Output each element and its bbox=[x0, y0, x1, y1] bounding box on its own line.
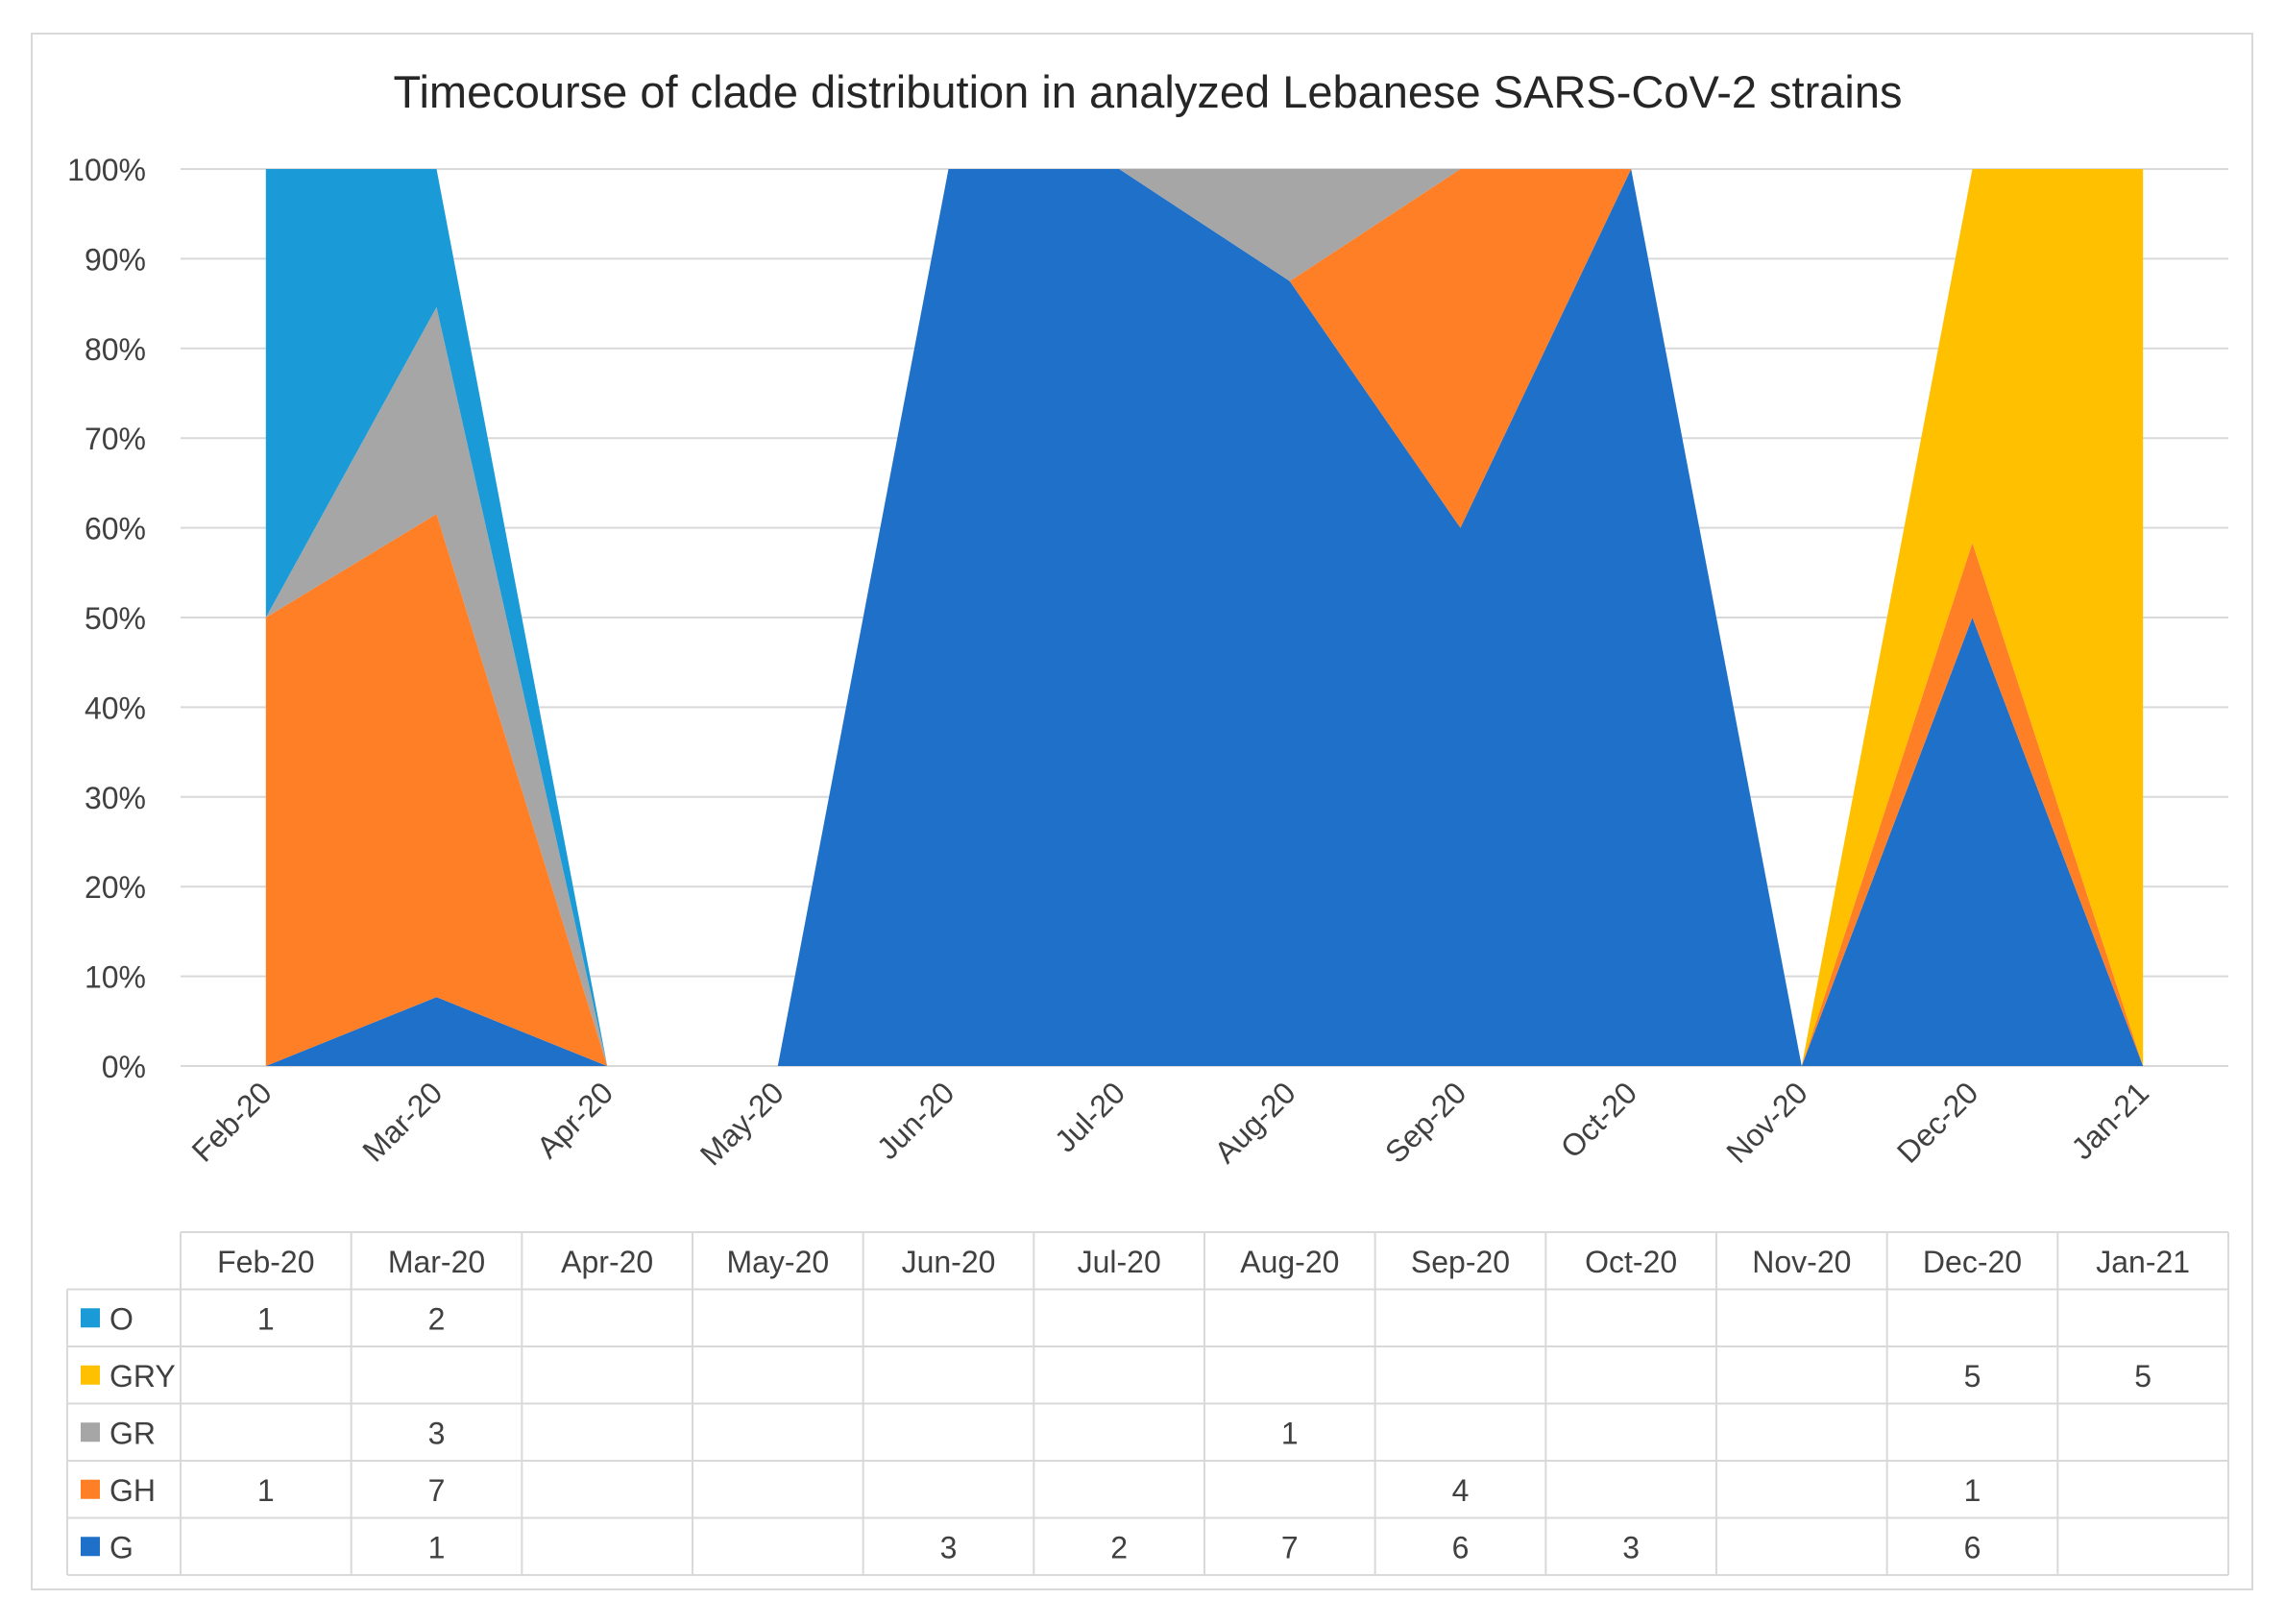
area-gry bbox=[777, 169, 2144, 1066]
table-header-cell: Oct-20 bbox=[1585, 1245, 1677, 1279]
x-tick-label: Dec-20 bbox=[1890, 1075, 1984, 1169]
y-tick-label: 100% bbox=[67, 153, 146, 187]
table-value-cell: 2 bbox=[1110, 1530, 1128, 1564]
table-value-cell: 1 bbox=[257, 1473, 275, 1508]
table-header-cell: Jul-20 bbox=[1078, 1245, 1161, 1279]
x-tick-label: Mar-20 bbox=[355, 1075, 449, 1168]
legend-label: GH bbox=[109, 1473, 156, 1508]
table-header-cell: Dec-20 bbox=[1923, 1245, 2022, 1279]
legend-swatch-gr bbox=[81, 1422, 100, 1442]
table-value-cell: 4 bbox=[1452, 1473, 1470, 1508]
chart-title: Timecourse of clade distribution in anal… bbox=[394, 66, 1903, 117]
table-header-cell: Apr-20 bbox=[561, 1245, 653, 1279]
table-header-cell: Mar-20 bbox=[388, 1245, 485, 1279]
table-value-cell: 5 bbox=[1964, 1359, 1981, 1394]
area-gh bbox=[265, 514, 608, 1066]
y-tick-label: 70% bbox=[85, 422, 146, 456]
y-tick-label: 50% bbox=[85, 601, 146, 636]
table-header-cell: Feb-20 bbox=[217, 1245, 314, 1279]
table-header-cell: May-20 bbox=[726, 1245, 829, 1279]
area-g bbox=[777, 169, 2144, 1066]
x-tick-label: Nov-20 bbox=[1719, 1075, 1813, 1169]
y-tick-label: 40% bbox=[85, 691, 146, 725]
legend-label: GR bbox=[109, 1416, 156, 1450]
legend-label: GRY bbox=[109, 1359, 176, 1394]
table-value-cell: 6 bbox=[1452, 1530, 1470, 1564]
table-value-cell: 5 bbox=[2134, 1359, 2151, 1394]
table-header-cell: Sep-20 bbox=[1411, 1245, 1510, 1279]
x-tick-label: Oct-20 bbox=[1554, 1075, 1643, 1164]
x-tick-label: Jun-20 bbox=[870, 1075, 961, 1166]
legend-swatch-g bbox=[81, 1537, 100, 1557]
legend-label: G bbox=[109, 1530, 134, 1564]
y-tick-label: 30% bbox=[85, 781, 146, 815]
y-tick-label: 60% bbox=[85, 512, 146, 546]
table-header-cell: Jan-21 bbox=[2096, 1245, 2190, 1279]
x-tick-label: May-20 bbox=[693, 1075, 790, 1172]
table-value-cell: 6 bbox=[1964, 1530, 1981, 1564]
area-gh bbox=[777, 169, 2144, 1066]
table-header-cell: Jun-20 bbox=[902, 1245, 996, 1279]
y-tick-label: 20% bbox=[85, 870, 146, 905]
table-value-cell: 3 bbox=[940, 1530, 958, 1564]
legend-label: O bbox=[109, 1301, 134, 1336]
area-o bbox=[265, 169, 608, 1066]
legend-swatch-o bbox=[81, 1308, 100, 1328]
table-header-cell: Aug-20 bbox=[1240, 1245, 1339, 1279]
table-value-cell: 1 bbox=[257, 1301, 275, 1336]
legend-swatch-gh bbox=[81, 1479, 100, 1499]
x-tick-label: Feb-20 bbox=[185, 1075, 279, 1168]
table-value-cell: 1 bbox=[1964, 1473, 1981, 1508]
y-tick-label: 80% bbox=[85, 332, 146, 367]
x-tick-label: Aug-20 bbox=[1207, 1075, 1301, 1169]
legend-swatch-gry bbox=[81, 1365, 100, 1385]
area-gr bbox=[265, 306, 608, 1066]
x-tick-label: Jul-20 bbox=[1048, 1075, 1131, 1158]
y-tick-label: 0% bbox=[102, 1050, 146, 1084]
table-value-cell: 2 bbox=[428, 1301, 446, 1336]
table-header-cell: Nov-20 bbox=[1752, 1245, 1851, 1279]
y-tick-label: 90% bbox=[85, 242, 146, 277]
table-value-cell: 3 bbox=[1622, 1530, 1640, 1564]
x-tick-label: Apr-20 bbox=[530, 1075, 620, 1164]
x-tick-label: Sep-20 bbox=[1378, 1075, 1472, 1169]
table-value-cell: 3 bbox=[428, 1416, 446, 1450]
table-value-cell: 1 bbox=[1281, 1416, 1299, 1450]
table-value-cell: 7 bbox=[428, 1473, 446, 1508]
y-tick-label: 10% bbox=[85, 960, 146, 995]
area-g bbox=[265, 997, 608, 1066]
table-value-cell: 1 bbox=[428, 1530, 446, 1564]
table-value-cell: 7 bbox=[1281, 1530, 1299, 1564]
x-tick-label: Jan-21 bbox=[2064, 1075, 2155, 1166]
